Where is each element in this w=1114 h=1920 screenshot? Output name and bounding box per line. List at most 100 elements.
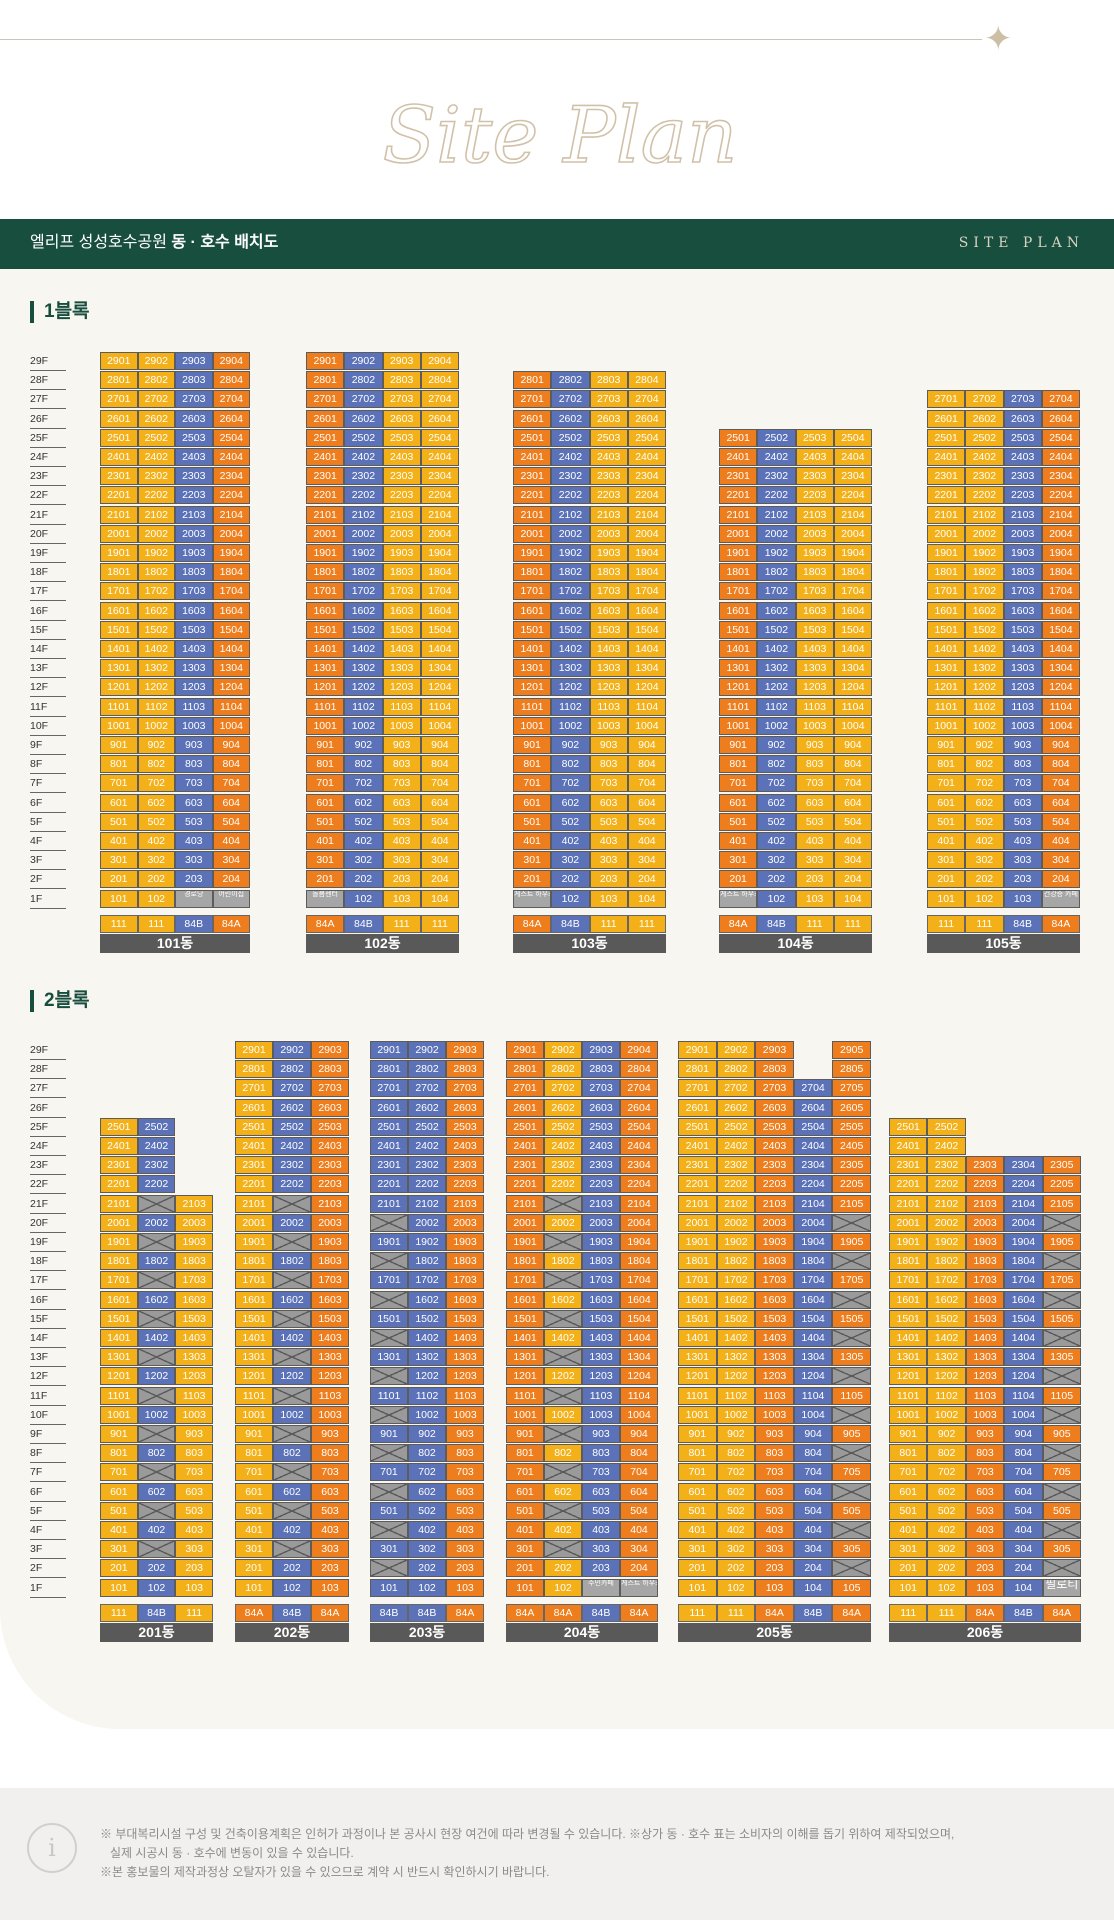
unit-cell: 1003 xyxy=(582,1405,620,1424)
unit-cell: 2704 xyxy=(620,1079,658,1098)
unit-cell: 1902 xyxy=(927,1233,966,1251)
unit-cell: 502 xyxy=(408,1501,446,1520)
unit-cell: 1604 xyxy=(212,601,250,620)
unit-cell: 804 xyxy=(420,755,459,774)
unit-cell: 1703 xyxy=(965,1271,1005,1290)
unit-cell: 1002 xyxy=(927,1405,966,1424)
unit-type-label: 111 xyxy=(100,914,138,933)
unit-cell: 2302 xyxy=(344,467,383,486)
unit-cell: 2002 xyxy=(716,1213,756,1232)
unit-cell xyxy=(1042,1252,1081,1271)
unit-cell: 2502 xyxy=(344,428,383,447)
unit-cell: 2401 xyxy=(506,1137,544,1155)
unit-cell: 2001 xyxy=(889,1213,928,1232)
unit-type-label: 111 xyxy=(627,914,666,933)
unit-cell xyxy=(370,1290,408,1309)
unit-cell: 403 xyxy=(795,832,834,850)
block2-floor-label: 14F xyxy=(30,1329,66,1348)
unit-cell: 1401 xyxy=(100,1329,138,1347)
unit-cell xyxy=(1042,1559,1081,1578)
unit-cell: 1503 xyxy=(311,1309,349,1328)
unit-cell: 603 xyxy=(446,1482,484,1501)
unit-cell: 1701 xyxy=(100,582,138,601)
unit-cell: 103 xyxy=(795,889,834,908)
unit-cell: 1101 xyxy=(306,697,345,716)
unit-cell: 1702 xyxy=(965,582,1004,601)
unit-cell: 305 xyxy=(1042,1540,1081,1559)
unit-cell: 202 xyxy=(716,1559,756,1578)
unit-cell: 403 xyxy=(582,1521,620,1539)
unit-cell: 705 xyxy=(832,1463,871,1482)
unit-cell: 2801 xyxy=(506,1060,544,1079)
unit-type-label: 111 xyxy=(716,1603,756,1622)
unit-cell: 301 xyxy=(719,851,758,870)
unit-cell: 603 xyxy=(382,793,421,812)
unit-cell: 2501 xyxy=(889,1117,928,1136)
unit-cell: 1604 xyxy=(420,601,459,620)
unit-cell: 702 xyxy=(551,774,590,793)
unit-cell: 102 xyxy=(551,889,590,908)
unit-cell: 2302 xyxy=(716,1156,756,1175)
unit-cell: 1302 xyxy=(551,659,590,678)
unit-cell: 204 xyxy=(212,870,250,889)
unit-cell: 602 xyxy=(408,1482,446,1501)
unit-cell: 502 xyxy=(965,812,1004,831)
unit-cell: 1502 xyxy=(137,620,175,639)
unit-cell: 202 xyxy=(137,870,175,889)
unit-cell: 302 xyxy=(757,851,796,870)
unit-cell: 101 xyxy=(889,1578,928,1597)
unit-cell: 304 xyxy=(1041,851,1080,870)
unit-cell: 401 xyxy=(678,1521,717,1539)
unit-cell: 803 xyxy=(1003,755,1042,774)
unit-cell: 2905 xyxy=(832,1041,871,1059)
unit-type-label: 84A xyxy=(755,1603,794,1622)
unit-cell: 1503 xyxy=(795,620,834,639)
unit-cell: 2704 xyxy=(212,390,250,409)
unit-cell: 1801 xyxy=(506,1252,544,1271)
unit-cell: 1604 xyxy=(833,601,872,620)
unit-cell: 2901 xyxy=(506,1041,544,1059)
unit-cell: 2104 xyxy=(420,505,459,524)
unit-cell: 901 xyxy=(927,736,966,754)
unit-cell: 1204 xyxy=(627,678,666,697)
unit-cell: 803 xyxy=(795,755,834,774)
unit-cell: 1404 xyxy=(833,640,872,658)
unit-cell: 1001 xyxy=(100,1405,138,1424)
unit-cell: 1201 xyxy=(927,678,966,697)
unit-cell: 1702 xyxy=(716,1271,756,1290)
unit-cell: 2902 xyxy=(408,1041,446,1059)
unit-cell: 104 xyxy=(793,1578,833,1597)
unit-cell: 1004 xyxy=(1004,1405,1043,1424)
unit-cell: 1203 xyxy=(382,678,421,697)
block1-floor-label: 19F xyxy=(30,544,66,563)
unit-cell: 503 xyxy=(175,1501,213,1520)
unit-cell: 2501 xyxy=(306,428,345,447)
unit-cell: 2704 xyxy=(1041,390,1080,409)
unit-cell: 2403 xyxy=(311,1137,349,1155)
unit-cell: 502 xyxy=(757,812,796,831)
unit-cell: 2201 xyxy=(370,1175,408,1194)
block2-floor-label: 20F xyxy=(30,1214,66,1233)
unit-cell xyxy=(832,1559,871,1578)
unit-cell: 2602 xyxy=(965,409,1004,428)
block2-title: 2블록 xyxy=(30,990,90,1012)
unit-cell: 2703 xyxy=(582,1079,620,1098)
unit-cell: 302 xyxy=(551,851,590,870)
unit-cell: 2002 xyxy=(544,1213,582,1232)
unit-cell: 2101 xyxy=(306,505,345,524)
unit-cell: 403 xyxy=(589,832,628,850)
unit-cell: 1201 xyxy=(306,678,345,697)
unit-cell: 1401 xyxy=(678,1329,717,1347)
unit-cell: 903 xyxy=(589,736,628,754)
unit-cell: 2003 xyxy=(175,1213,213,1232)
unit-cell: 204 xyxy=(620,1559,658,1578)
unit-cell: 2503 xyxy=(589,428,628,447)
unit-cell: 502 xyxy=(716,1501,756,1520)
unit-cell xyxy=(137,1271,176,1290)
unit-cell: 901 xyxy=(513,736,552,754)
unit-cell: 304 xyxy=(833,851,872,870)
unit-cell: 1701 xyxy=(513,582,552,601)
unit-cell: 1901 xyxy=(370,1233,408,1251)
unit-cell: 505 xyxy=(832,1501,871,1520)
unit-cell: 1701 xyxy=(100,1271,138,1290)
